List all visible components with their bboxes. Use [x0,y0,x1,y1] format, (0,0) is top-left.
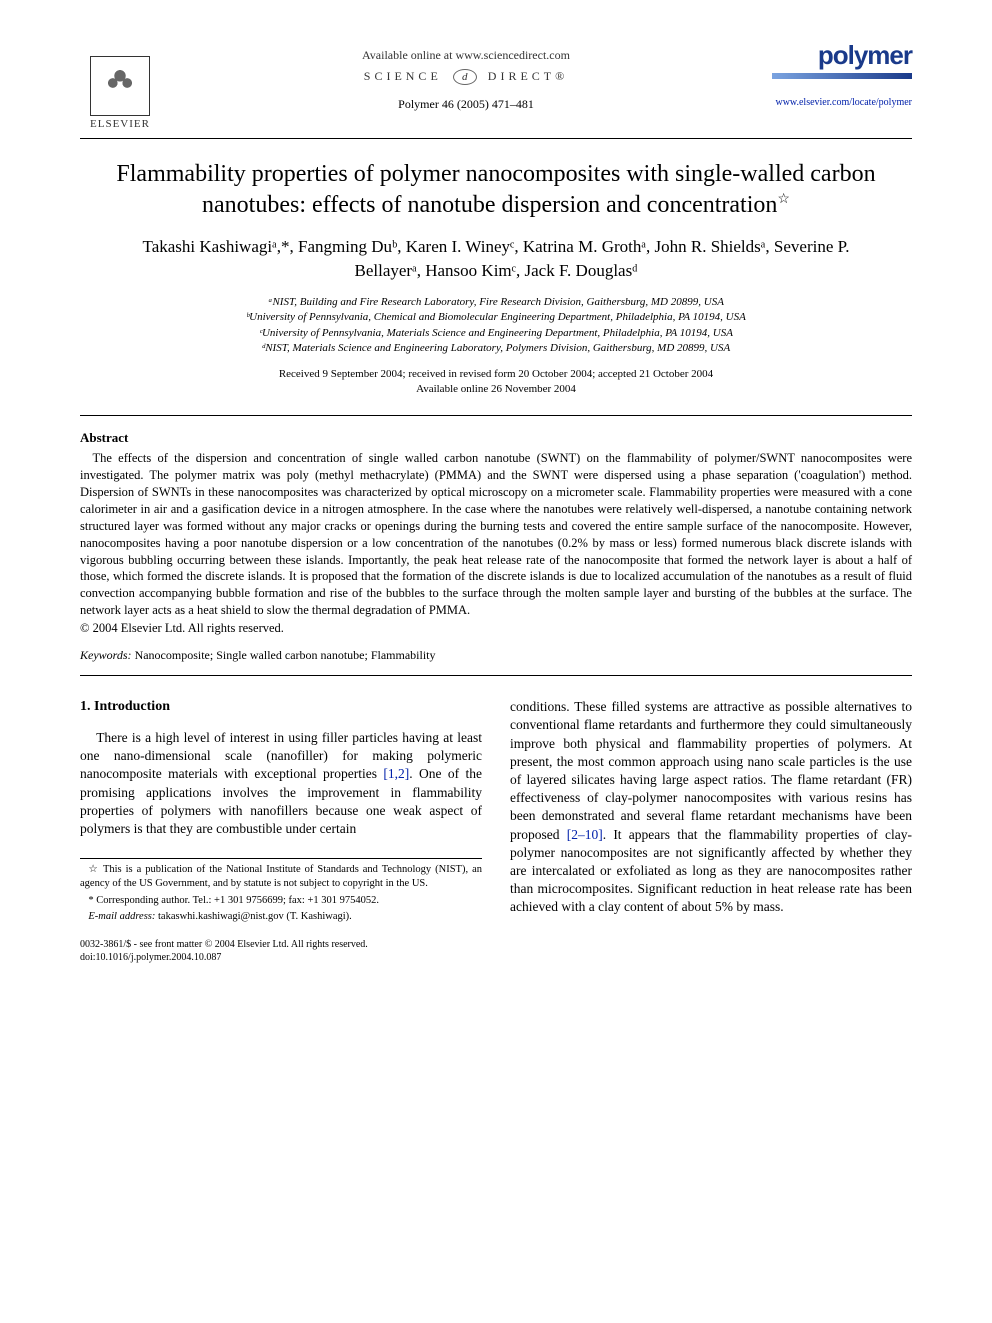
footnote-email: E-mail address: takaswhi.kashiwagi@nist.… [80,910,482,924]
email-address[interactable]: takaswhi.kashiwagi@nist.gov (T. Kashiwag… [155,911,351,922]
abstract-body: The effects of the dispersion and concen… [80,450,912,619]
intro-para-2: conditions. These filled systems are att… [510,698,912,917]
header: ELSEVIER Available online at www.science… [80,40,912,130]
footnotes: ☆ This is a publication of the National … [80,858,482,924]
affiliations: ᵃNIST, Building and Fire Research Labora… [80,295,912,357]
elsevier-label: ELSEVIER [90,118,150,130]
affiliation-a: ᵃNIST, Building and Fire Research Labora… [80,295,912,310]
online-date: Available online 26 November 2004 [80,382,912,397]
available-online-text: Available online at www.sciencedirect.co… [160,48,772,63]
affiliation-d: ᵈNIST, Materials Science and Engineering… [80,341,912,356]
doi-line: doi:10.1016/j.polymer.2004.10.087 [80,951,482,964]
polymer-logo: polymer www.elsevier.com/locate/polymer [772,40,912,108]
author-list: Takashi Kashiwagiᵃ,*, Fangming Duᵇ, Kare… [110,235,882,283]
intro-para-1: There is a high level of interest in usi… [80,729,482,838]
polymer-word: polymer [772,40,912,71]
footnote-publication: ☆ This is a publication of the National … [80,863,482,891]
abstract-heading: Abstract [80,430,912,446]
bottom-meta: 0032-3861/$ - see front matter © 2004 El… [80,938,482,964]
abstract-copyright: © 2004 Elsevier Ltd. All rights reserved… [80,621,912,636]
keywords-text: Nanocomposite; Single walled carbon nano… [132,648,436,662]
journal-reference: Polymer 46 (2005) 471–481 [160,97,772,112]
keywords: Keywords: Nanocomposite; Single walled c… [80,648,912,663]
ref-link-2-10[interactable]: [2–10] [567,827,603,842]
polymer-bar-icon [772,73,912,79]
abstract-top-rule [80,415,912,416]
keywords-label: Keywords: [80,648,132,662]
journal-url[interactable]: www.elsevier.com/locate/polymer [772,97,912,108]
body-columns: 1. Introduction There is a high level of… [80,698,912,964]
sd-right: DIRECT® [488,69,568,83]
email-label: E-mail address: [88,911,155,922]
received-date: Received 9 September 2004; received in r… [80,367,912,382]
sd-left: SCIENCE [364,69,442,83]
issn-line: 0032-3861/$ - see front matter © 2004 El… [80,938,482,951]
article-title: Flammability properties of polymer nanoc… [100,159,892,221]
sciencedirect-logo: SCIENCE d DIRECT® [160,69,772,85]
elsevier-logo: ELSEVIER [80,40,160,130]
footnote-corresponding: * Corresponding author. Tel.: +1 301 975… [80,894,482,908]
ref-link-1-2[interactable]: [1,2] [383,766,409,781]
sd-at-icon: d [453,69,477,85]
column-left: 1. Introduction There is a high level of… [80,698,482,964]
title-text: Flammability properties of polymer nanoc… [116,161,875,218]
header-rule [80,138,912,139]
section-1-heading: 1. Introduction [80,698,482,717]
title-note-marker: ☆ [777,192,790,207]
abstract-bottom-rule [80,675,912,676]
column-right: conditions. These filled systems are att… [510,698,912,964]
elsevier-tree-icon [90,56,150,116]
affiliation-b: ᵇUniversity of Pennsylvania, Chemical an… [80,310,912,325]
article-dates: Received 9 September 2004; received in r… [80,367,912,398]
page-root: ELSEVIER Available online at www.science… [0,0,992,994]
affiliation-c: ᶜUniversity of Pennsylvania, Materials S… [80,326,912,341]
intro-text-2a: conditions. These filled systems are att… [510,699,912,842]
abstract-section: Abstract The effects of the dispersion a… [80,430,912,636]
center-header: Available online at www.sciencedirect.co… [160,40,772,116]
